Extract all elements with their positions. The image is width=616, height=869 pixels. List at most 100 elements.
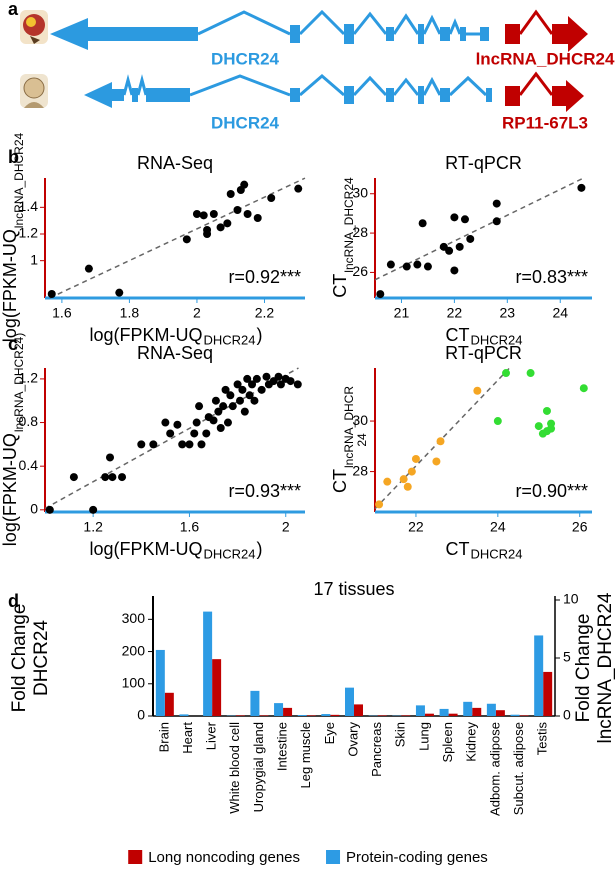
x-tick-label: 1.6 — [180, 519, 200, 535]
point — [223, 418, 232, 427]
x-tick-label: Skin — [393, 722, 408, 747]
y-axis-label-sub: lncRNA_DHCR24 — [12, 132, 26, 228]
y2-axis-label: lncRNA_DHCR24 — [595, 592, 616, 743]
y-tick-label: 0 — [137, 707, 145, 723]
point — [185, 440, 194, 449]
point — [202, 429, 211, 438]
y2-tick-label: 0 — [563, 707, 571, 723]
x-tick-label: Skin — [393, 722, 408, 747]
y-axis-label: DHCR24 — [31, 620, 52, 696]
x-axis-label-end: ) — [257, 325, 263, 345]
human-icon — [20, 74, 48, 108]
bar — [250, 690, 260, 716]
y-axis-label: log(FPKM-UQ — [0, 229, 20, 342]
panel-label: b — [8, 147, 19, 167]
gene-label: DHCR24 — [211, 49, 280, 68]
point — [577, 183, 586, 192]
y-tick-label: 0.8 — [19, 413, 39, 429]
bar — [330, 714, 340, 716]
lnc-label: lncRNA_DHCR24 — [476, 49, 615, 68]
x-axis-label-sub: DHCR24 — [470, 546, 522, 561]
lnc-label: RP11-67L3 — [502, 113, 588, 132]
panel-label: a — [8, 0, 19, 19]
point — [223, 219, 232, 228]
y-axis-label: log(FPKM-UQ — [0, 433, 20, 546]
bar — [472, 707, 482, 716]
y2-axis-label: Fold Change — [573, 614, 594, 723]
x-tick-label: Kidney — [464, 722, 479, 762]
x-tick-label: Subcut. adipose — [511, 722, 526, 815]
point — [386, 260, 395, 269]
x-tick-label: Intestine — [274, 722, 289, 771]
point — [502, 369, 511, 378]
point — [579, 384, 588, 393]
point — [178, 440, 187, 449]
x-axis-label-end: ) — [257, 539, 263, 559]
x-tick-label: Lung — [416, 722, 431, 751]
point — [192, 418, 201, 427]
bar — [415, 705, 425, 716]
bar — [259, 715, 269, 716]
point — [226, 391, 235, 400]
x-axis-label: log(FPKM-UQ DHCR24) — [89, 325, 262, 348]
point — [173, 420, 182, 429]
bar — [283, 707, 293, 716]
point — [547, 419, 556, 428]
point — [376, 290, 385, 299]
x-axis-label-sub: DHCR24 — [204, 332, 256, 347]
point — [192, 210, 201, 218]
point — [216, 424, 225, 432]
bar — [424, 713, 434, 716]
y-axis-label: CT — [330, 469, 350, 493]
y-axis-label: CT — [330, 274, 350, 298]
x-tick-label: 1.2 — [83, 519, 103, 535]
point — [233, 380, 242, 389]
x-tick-label: Testis — [535, 722, 550, 756]
point — [238, 385, 247, 394]
point — [149, 440, 158, 449]
bar — [377, 715, 387, 716]
bar — [297, 715, 307, 716]
x-tick-label: 24 — [490, 519, 506, 535]
point — [108, 473, 117, 482]
point — [248, 380, 257, 389]
point — [274, 372, 283, 381]
bar — [486, 703, 496, 716]
x-tick-label: Adbom. adipose — [487, 722, 502, 816]
point — [214, 407, 223, 416]
point — [403, 482, 412, 491]
y-tick-label: 30 — [352, 184, 368, 200]
y-axis-label-sub: 24 — [355, 433, 369, 447]
point — [101, 473, 110, 482]
x-tick-label: 22 — [447, 305, 463, 321]
point — [402, 262, 411, 271]
trend-line — [374, 367, 511, 510]
x-tick-label: White blood cell — [227, 722, 242, 814]
point — [450, 213, 459, 222]
point — [69, 473, 78, 482]
y-tick-label: 100 — [122, 674, 146, 690]
y2-tick-label: 5 — [563, 649, 571, 665]
y2-axis-label: Fold Change — [573, 614, 594, 723]
x-tick-label: 22 — [408, 519, 424, 535]
point — [455, 242, 464, 251]
annotation: r=0.90*** — [515, 481, 588, 501]
x-tick-label: Brain — [156, 722, 171, 752]
point — [219, 402, 228, 411]
y-axis-label: Fold Change — [9, 604, 30, 713]
x-tick-label: Kidney — [464, 722, 479, 762]
bar — [164, 692, 174, 716]
x-axis-label: log(FPKM-UQ — [89, 539, 202, 559]
y-tick-label: 28 — [352, 224, 368, 240]
x-tick-label: Spleen — [440, 722, 455, 762]
bar — [401, 715, 411, 716]
x-tick-label: Liver — [204, 721, 219, 750]
y-tick-label: 0.4 — [19, 457, 39, 473]
point — [199, 211, 208, 220]
x-tick-label: 21 — [394, 305, 410, 321]
chart-title: RNA-Seq — [137, 153, 213, 173]
point — [423, 262, 432, 271]
point — [257, 385, 266, 394]
